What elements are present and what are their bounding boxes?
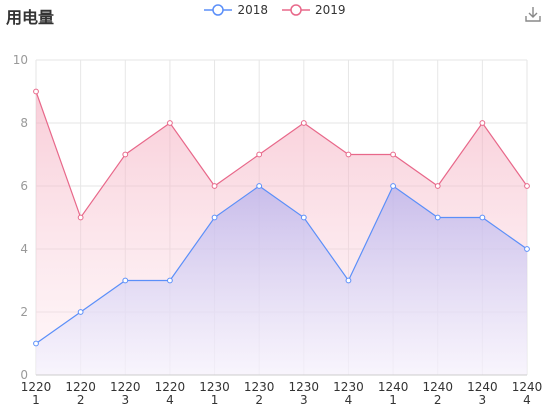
point-2018 — [524, 246, 530, 252]
point-2019 — [211, 183, 218, 189]
point-2018 — [256, 183, 263, 189]
axis-layer: 0 2 4 6 8 10 1220 1 1220 2 1220 3 1220 4 1230 1 1230 2 123… — [13, 53, 543, 407]
point-2019 — [167, 120, 173, 126]
legend-label-2018: 2018 — [237, 3, 268, 17]
point-2018 — [33, 340, 39, 347]
point-2019 — [122, 151, 129, 158]
point-2019 — [479, 120, 486, 126]
legend-label-2019: 2019 — [315, 3, 346, 17]
point-2018 — [434, 214, 441, 221]
y-tick-label: 8 — [20, 116, 28, 130]
y-tick-label: 4 — [20, 242, 28, 256]
point-2019 — [434, 183, 441, 189]
point-2018 — [77, 309, 84, 315]
area-layer — [36, 91, 527, 375]
x-tick-label: 1220 3 — [110, 380, 141, 407]
x-tick-label: 1230 3 — [289, 380, 320, 407]
line-series-2018 — [35, 185, 528, 344]
line-series-2019 — [35, 91, 528, 219]
legend-marker-2018 — [204, 4, 233, 16]
point-2018 — [479, 214, 486, 221]
y-tick-label: 10 — [13, 53, 28, 67]
point-2019 — [33, 88, 39, 95]
x-tick-label: 1220 4 — [155, 380, 186, 407]
x-tick-label: 1220 2 — [65, 380, 96, 407]
x-tick-label: 1220 1 — [21, 380, 52, 407]
x-tick-label: 1230 1 — [199, 380, 230, 407]
point-2018 — [211, 214, 218, 221]
y-tick-label: 6 — [20, 179, 28, 193]
point-2018 — [300, 214, 307, 221]
point-2019 — [390, 151, 396, 158]
download-icon[interactable] — [524, 5, 542, 23]
x-tick-label: 1240 3 — [467, 380, 498, 407]
area-series-2018 — [36, 186, 527, 375]
y-tick-label: 0 — [20, 368, 28, 382]
legend-marker-2019 — [282, 4, 310, 16]
chart-legend: 2018 2019 — [0, 3, 550, 17]
legend-item-2019[interactable]: 2019 — [282, 3, 346, 17]
point-2018 — [167, 277, 173, 284]
x-tick-label: 1240 1 — [378, 380, 409, 407]
x-tick-label: 1240 4 — [512, 380, 543, 407]
y-tick-label: 2 — [20, 305, 28, 319]
x-tick-label: 1230 2 — [244, 380, 275, 407]
legend-item-2018[interactable]: 2018 — [204, 3, 268, 17]
point-2019 — [300, 120, 307, 126]
x-tick-label: 1240 2 — [422, 380, 453, 407]
x-tick-label: 1230 4 — [333, 380, 364, 407]
point-2019 — [256, 151, 263, 158]
point-2018 — [345, 277, 352, 284]
point-2019 — [77, 214, 84, 221]
point-2018 — [390, 183, 396, 189]
line-layer — [35, 91, 528, 344]
point-layer — [33, 88, 530, 347]
point-2019 — [524, 183, 530, 189]
point-2018 — [122, 277, 129, 284]
chart-title: 用电量 — [6, 8, 55, 27]
point-2019 — [345, 151, 352, 158]
